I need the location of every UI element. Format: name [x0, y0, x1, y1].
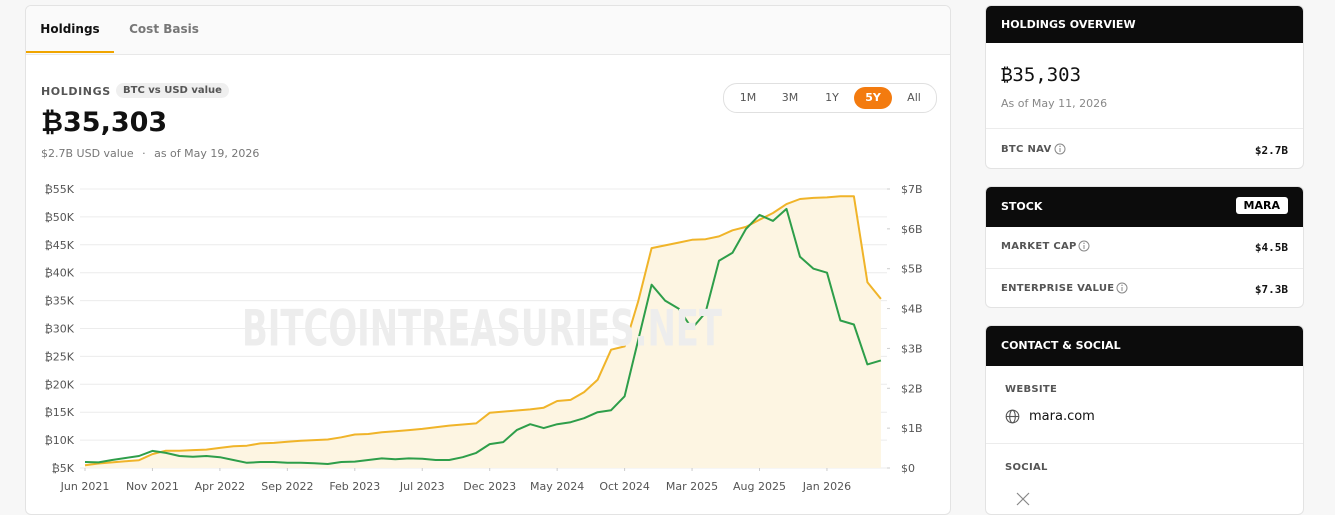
holdings-value: ₿35,303	[41, 107, 168, 138]
row-label: MARKET CAP	[1001, 241, 1077, 252]
overview-card: HOLDINGS OVERVIEW ₿35,303 As of May 11, …	[985, 5, 1304, 169]
nav-value: $2.7B	[1254, 144, 1288, 157]
x-tick-label: Apr 2022	[195, 480, 246, 493]
usd-value: $2.7B USD value	[41, 147, 134, 160]
y-tick-label: ₿25K	[45, 350, 75, 363]
as-of: as of May 19, 2026	[154, 147, 260, 160]
y2-tick-label: $5B	[901, 263, 923, 276]
nav-label: BTC NAV	[1001, 144, 1052, 155]
x-tick-label: Feb 2023	[329, 480, 380, 493]
holdings-badge: BTC vs USD value	[116, 83, 229, 98]
website-label: WEBSITE	[1005, 384, 1058, 395]
x-tick-label: May 2024	[530, 480, 584, 493]
y2-tick-label: $3B	[901, 342, 923, 355]
y2-tick-label: $2B	[901, 382, 923, 395]
info-icon[interactable]	[1054, 143, 1066, 155]
social-label: SOCIAL	[1005, 462, 1048, 473]
y2-tick-label: $4B	[901, 303, 923, 316]
website-link[interactable]: mara.com	[1029, 409, 1095, 424]
area	[85, 196, 881, 469]
row-value: $7.3B	[1254, 283, 1288, 296]
line	[84, 207, 882, 465]
tab[interactable]: Cost Basis	[129, 22, 199, 36]
x-tick-label: Sep 2022	[261, 480, 313, 493]
y-tick-label: ₿10K	[45, 434, 75, 447]
social-row: SOCIAL	[986, 443, 1303, 514]
x-tick-label: Dec 2023	[463, 480, 516, 493]
overview-as-of: As of May 11, 2026	[1001, 97, 1108, 110]
stock-card: STOCK MARA MARKET CAP $4.5B ENTERPRISE V…	[985, 186, 1304, 308]
range-button[interactable]: All	[907, 91, 921, 104]
x-tick-label: Aug 2025	[733, 480, 786, 493]
watermark: BITCOINTREASURIES.NET	[242, 300, 722, 358]
tab-bar: Holdings Cost Basis	[26, 6, 950, 55]
y-tick-label: ₿45K	[45, 239, 75, 252]
y-tick-label: ₿30K	[45, 323, 75, 336]
holdings-subline: $2.7B USD value · as of May 19, 2026	[41, 147, 259, 160]
x-tick-label: Mar 2025	[666, 480, 718, 493]
x-tick-label: Jun 2021	[60, 480, 110, 493]
range-selector: 1M 3M 1Y 5Y All	[723, 83, 937, 113]
stock-row: ENTERPRISE VALUE $7.3B	[986, 268, 1303, 307]
chart: ₿5K ₿10K ₿15K ₿20K ₿25K ₿30K ₿35K ₿40K ₿45K ₿50K ₿…	[45, 183, 923, 493]
y-tick-label: ₿50K	[45, 211, 75, 224]
x-icon[interactable]	[1016, 492, 1030, 506]
range-button[interactable]: 1Y	[825, 91, 839, 104]
overview-value: ₿35,303	[1001, 64, 1082, 86]
range-button[interactable]: 1M	[739, 91, 757, 104]
x-tick-label: Jul 2023	[399, 480, 445, 493]
separator: ·	[142, 147, 146, 160]
y-tick-label: ₿35K	[45, 295, 75, 308]
row-value: $4.5B	[1254, 241, 1288, 254]
info-icon[interactable]	[1116, 282, 1128, 294]
y2-tick-label: $6B	[901, 223, 923, 236]
x-tick-label: Oct 2024	[599, 480, 650, 493]
contact-card: CONTACT & SOCIAL WEBSITE mara.com SOCIAL	[985, 325, 1304, 515]
y2-tick-label: $7B	[901, 183, 923, 196]
stock-row: MARKET CAP $4.5B	[986, 227, 1303, 268]
y-tick-label: ₿40K	[45, 267, 75, 280]
y2-tick-label: $1B	[901, 422, 923, 435]
nav-row: BTC NAV $2.7B	[986, 128, 1303, 168]
card-header: HOLDINGS OVERVIEW	[986, 6, 1303, 43]
y-tick-label: ₿55K	[45, 183, 75, 196]
x-tick-label: Jan 2026	[802, 480, 851, 493]
y-tick-label: ₿5K	[52, 462, 75, 475]
y-tick-label: ₿20K	[45, 378, 75, 391]
globe-icon	[1005, 409, 1020, 424]
y2-tick-label: $0	[901, 462, 915, 475]
info-icon[interactable]	[1078, 240, 1090, 252]
tab[interactable]: Holdings	[26, 6, 114, 53]
y-tick-label: ₿15K	[45, 406, 75, 419]
holdings-label: HOLDINGS	[41, 85, 111, 98]
x-tick-label: Nov 2021	[126, 480, 179, 493]
range-button[interactable]: 3M	[781, 91, 799, 104]
row-label: ENTERPRISE VALUE	[1001, 283, 1115, 294]
range-button[interactable]: 5Y	[854, 87, 892, 109]
ticker-badge: MARA	[1235, 197, 1288, 214]
card-header: CONTACT & SOCIAL	[986, 326, 1303, 366]
page: { "tabs": ["Holdings", "Cost Basis"], "s…	[25, 5, 1304, 515]
